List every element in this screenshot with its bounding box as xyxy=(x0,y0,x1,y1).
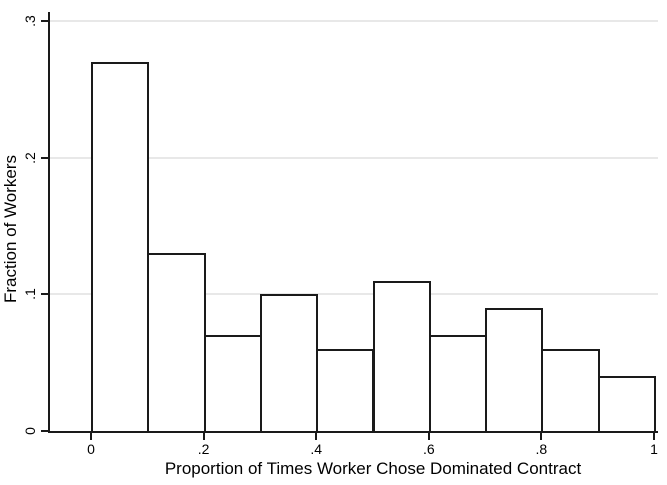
x-tick-label: .6 xyxy=(422,441,435,457)
histogram-bar xyxy=(541,349,600,431)
x-tick-label: .2 xyxy=(197,441,210,457)
y-tick-label: .3 xyxy=(22,15,38,27)
plot-area xyxy=(41,12,658,440)
y-tick-.1 xyxy=(41,293,48,296)
x-tick-1 xyxy=(653,433,655,440)
histogram-bar xyxy=(203,335,262,431)
histogram-bar xyxy=(147,253,206,431)
histogram-bar xyxy=(428,335,488,431)
y-axis-title: Fraction of Workers xyxy=(1,154,20,304)
histogram-bar xyxy=(597,376,656,431)
x-tick-label: .4 xyxy=(310,441,323,457)
gridline-y-.1 xyxy=(50,293,658,296)
y-tick-label: 0 xyxy=(22,427,38,435)
y-tick-label: .1 xyxy=(22,288,38,301)
x-tick-label: .8 xyxy=(535,441,548,457)
x-tick-.6 xyxy=(427,433,430,440)
y-tick-.3 xyxy=(41,19,48,22)
x-tick-label: 0 xyxy=(87,441,95,457)
gridline-y-.2 xyxy=(50,156,658,159)
x-axis-title: Proportion of Times Worker Chose Dominat… xyxy=(164,459,582,478)
x-tick-.2 xyxy=(202,433,205,440)
histogram-bar xyxy=(259,294,319,431)
histogram-bar xyxy=(485,308,544,431)
histogram-bar xyxy=(372,280,431,431)
histogram-bar xyxy=(316,349,375,431)
y-tick-.2 xyxy=(41,156,48,159)
x-tick-.4 xyxy=(315,433,318,440)
y-tick-0 xyxy=(41,430,48,432)
y-tick-label: .2 xyxy=(22,151,38,164)
gridline-y-.3 xyxy=(50,19,658,22)
x-tick-label: 1 xyxy=(650,441,658,457)
x-tick-0 xyxy=(90,433,92,440)
histogram-bar xyxy=(91,62,150,431)
x-tick-.8 xyxy=(540,433,543,440)
